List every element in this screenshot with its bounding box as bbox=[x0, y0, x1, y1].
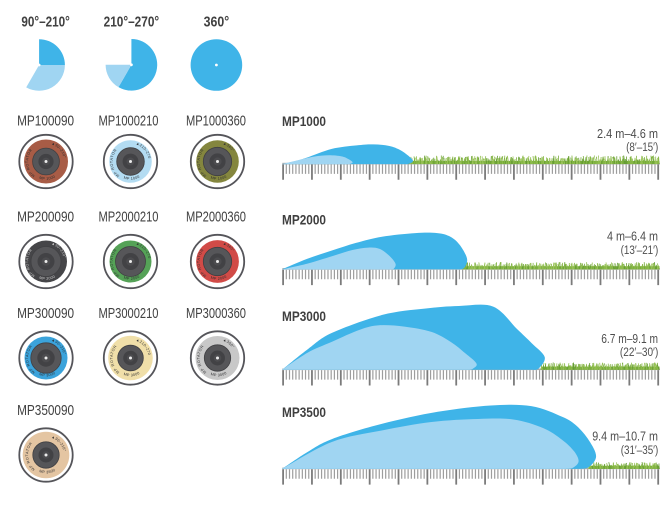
svg-text:MP 3000: MP 3000 bbox=[39, 371, 56, 377]
svg-text:(31′–35′): (31′–35′) bbox=[621, 443, 659, 457]
svg-text:▲360°: ▲360° bbox=[222, 241, 235, 252]
svg-text:MP 1000: MP 1000 bbox=[210, 175, 227, 181]
svg-text:MP2000210: MP2000210 bbox=[99, 209, 159, 226]
svg-text:(22′–30′): (22′–30′) bbox=[620, 345, 658, 359]
svg-text:MP 1000: MP 1000 bbox=[39, 175, 56, 181]
svg-text:MP2000360: MP2000360 bbox=[186, 209, 246, 226]
svg-text:MP3000210: MP3000210 bbox=[99, 305, 159, 322]
svg-text:(8′–15′): (8′–15′) bbox=[626, 140, 658, 154]
svg-text:MP3500: MP3500 bbox=[282, 404, 326, 420]
svg-text:MP 2000: MP 2000 bbox=[39, 275, 56, 281]
svg-text:▲360°: ▲360° bbox=[222, 141, 235, 152]
svg-text:MP300090: MP300090 bbox=[17, 305, 74, 322]
svg-text:2.4 m–4.6 m: 2.4 m–4.6 m bbox=[597, 126, 658, 141]
svg-text:MP 1000: MP 1000 bbox=[123, 175, 140, 181]
svg-text:MP200090: MP200090 bbox=[17, 209, 74, 226]
svg-text:(13′–21′): (13′–21′) bbox=[621, 243, 659, 257]
svg-text:MP2000: MP2000 bbox=[282, 212, 326, 228]
svg-text:MP3000: MP3000 bbox=[282, 308, 326, 324]
svg-text:360°: 360° bbox=[204, 15, 230, 31]
svg-text:MP 3500: MP 3500 bbox=[39, 468, 56, 474]
svg-text:6.7 m–9.1 m: 6.7 m–9.1 m bbox=[601, 331, 658, 346]
svg-text:▲360°: ▲360° bbox=[222, 338, 235, 349]
svg-text:MP1000: MP1000 bbox=[282, 113, 326, 129]
svg-text:MP1000360: MP1000360 bbox=[186, 113, 246, 130]
svg-text:4 m–6.4 m: 4 m–6.4 m bbox=[607, 229, 658, 244]
svg-text:MP350090: MP350090 bbox=[17, 402, 74, 419]
svg-text:MP1000210: MP1000210 bbox=[99, 113, 159, 130]
svg-text:9.4 m–10.7 m: 9.4 m–10.7 m bbox=[592, 428, 658, 443]
svg-text:MP 3000: MP 3000 bbox=[123, 371, 140, 377]
svg-text:MP3000360: MP3000360 bbox=[186, 305, 246, 322]
svg-text:MP100090: MP100090 bbox=[17, 113, 74, 130]
svg-text:MP 2000: MP 2000 bbox=[123, 275, 140, 281]
svg-text:210°–270°: 210°–270° bbox=[104, 15, 160, 31]
svg-text:90°–210°: 90°–210° bbox=[21, 15, 70, 31]
svg-text:MP 2000: MP 2000 bbox=[210, 275, 227, 281]
svg-text:MP 3000: MP 3000 bbox=[210, 371, 227, 377]
